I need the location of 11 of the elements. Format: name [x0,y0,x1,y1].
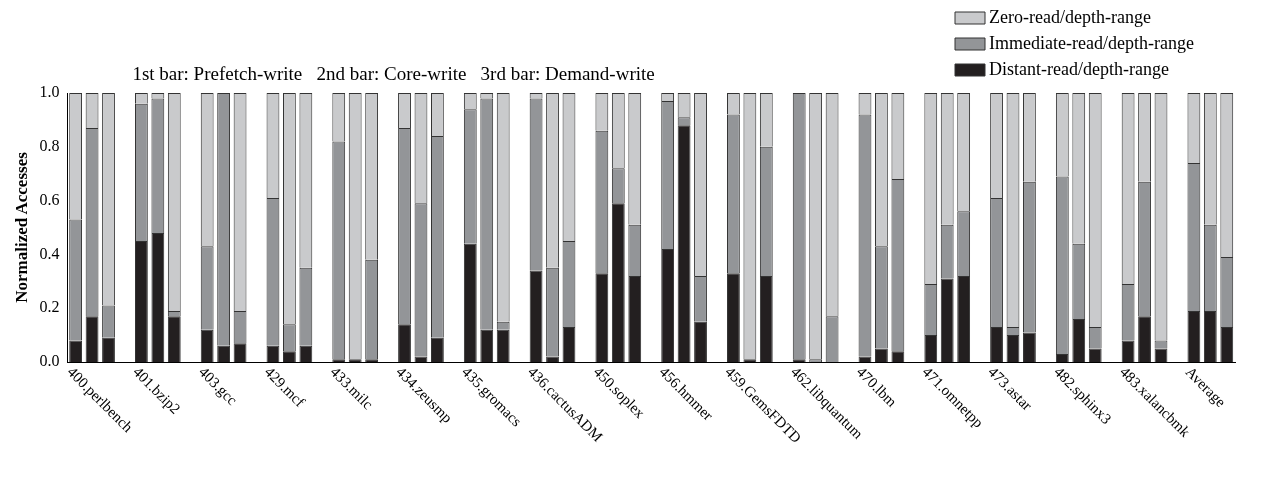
chart-title: 1st bar: Prefetch-write 2nd bar: Core-write 3rd bar: Demand-write [132,63,655,84]
legend-label: Distant-read/depth-range [989,58,1169,79]
y-tick-label: 0.6 [39,190,60,208]
y-tick-label: 0.8 [39,137,60,154]
legend-label: Immediate-read/depth-range [989,32,1194,53]
y-tick-label: 0.4 [39,244,60,262]
y-axis-title: Normalized Accesses [11,151,31,303]
legend-label: Zero-read/depth-range [989,6,1151,27]
y-tick-label: 0.2 [39,298,60,316]
y-tick-label: 1.0 [39,83,60,101]
y-tick-label: 0.0 [39,352,60,370]
